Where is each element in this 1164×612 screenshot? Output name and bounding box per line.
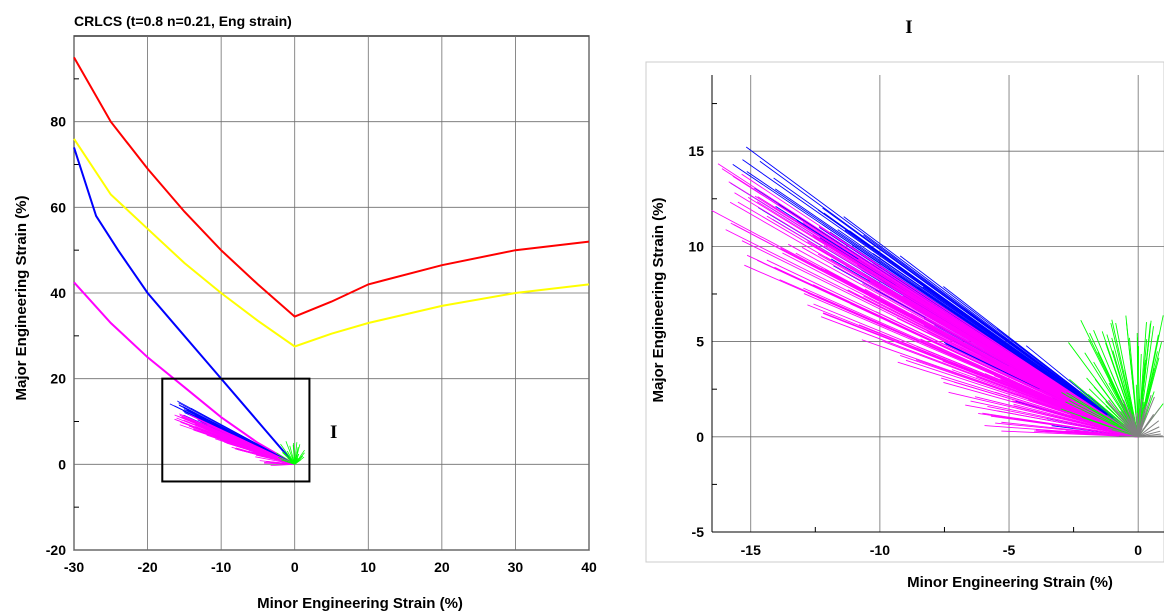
left-path-green: [294, 449, 305, 465]
right-path-magenta: [757, 259, 1139, 438]
right-x-axis-label: Minor Engineering Strain (%): [907, 574, 1113, 591]
right-grid: [711, 75, 1164, 533]
left-path-green: [286, 453, 296, 465]
right-chart: I -15 -10 -5 0 -5 0 5 10 15 Minor Engineering S…: [645, 17, 1164, 591]
right-y-tick: -5: [692, 524, 705, 540]
right-path-green: [1060, 408, 1139, 438]
right-y-tick-labels: -5 0 5 10 15: [688, 143, 704, 540]
right-path-magenta: [982, 412, 1139, 438]
right-x-tick: -5: [1003, 542, 1016, 558]
left-path-green: [294, 444, 301, 465]
left-path-green: [294, 442, 298, 465]
left-y-tick: 20: [50, 371, 66, 387]
left-chart: CRLCS (t=0.8 n=0.21, Eng strain) I -30 -2…: [13, 13, 597, 612]
left-x-tick: -20: [137, 559, 157, 575]
right-path-gray: [1137, 414, 1155, 438]
left-y-tick: -20: [46, 542, 66, 558]
right-path-gray: [1118, 398, 1139, 438]
right-path-magenta: [943, 382, 1139, 438]
right-path-gray: [1132, 414, 1139, 437]
left-strain-paths: [169, 400, 305, 467]
right-path-gray: [1120, 411, 1139, 438]
left-y-tick: 40: [50, 285, 66, 301]
right-path-gray: [1137, 426, 1160, 438]
left-path-magenta: [255, 456, 295, 465]
right-path-magenta: [965, 404, 1139, 438]
zoom-box: [161, 377, 311, 483]
left-path-green: [276, 452, 295, 465]
right-x-tick-labels: -15 -10 -5 0: [741, 542, 1143, 558]
right-path-gray: [1119, 435, 1139, 438]
right-path-magenta: [717, 163, 1139, 438]
left-path-magenta: [238, 449, 295, 465]
right-y-tick: 0: [696, 429, 704, 445]
right-path-gray: [1123, 423, 1139, 438]
right-strain-paths: [711, 146, 1164, 438]
right-x-tick: -15: [741, 542, 761, 558]
left-x-tick: 30: [508, 559, 524, 575]
left-x-tick: 40: [581, 559, 597, 575]
left-path-green: [278, 457, 295, 465]
left-path-green: [294, 459, 302, 465]
left-path-magenta: [179, 424, 295, 465]
right-y-tick: 5: [696, 334, 704, 350]
left-x-tick: -30: [64, 559, 84, 575]
right-path-gray: [1118, 424, 1139, 438]
left-y-tick: 0: [58, 456, 66, 472]
right-path-magenta: [725, 229, 1139, 438]
left-y-tick: 60: [50, 199, 66, 215]
left-x-tick: -10: [211, 559, 231, 575]
right-path-magenta: [818, 225, 1139, 438]
left-x-tick-labels: -30 -20 -10 0 10 20 30 40: [64, 559, 597, 575]
right-path-gray: [1123, 399, 1139, 437]
left-curves: [73, 56, 590, 466]
left-curve-0: [73, 56, 590, 318]
right-path-gray: [1111, 429, 1139, 438]
left-path-magenta: [264, 462, 295, 465]
right-path-gray: [1136, 412, 1139, 437]
right-y-axis-label: Major Engineering Strain (%): [650, 197, 667, 402]
right-path-green: [1068, 342, 1139, 438]
left-x-tick: 20: [434, 559, 450, 575]
right-path-gray: [1137, 396, 1155, 437]
left-y-axis-label: Major Engineering Strain (%): [13, 195, 30, 400]
right-path-gray: [1108, 422, 1139, 438]
right-path-green: [1115, 322, 1139, 437]
right-path-gray: [1137, 406, 1146, 437]
left-curve-2: [73, 147, 296, 465]
right-y-tick: 15: [688, 143, 704, 159]
left-x-axis-label: Minor Engineering Strain (%): [257, 595, 463, 612]
left-curve-1: [73, 138, 590, 348]
left-curve-3: [73, 281, 296, 466]
right-path-magenta: [897, 361, 1139, 438]
left-path-green: [285, 441, 296, 465]
right-y-tick: 10: [688, 238, 704, 254]
left-y-tick: 80: [50, 114, 66, 130]
right-path-gray: [1138, 433, 1161, 438]
zoom-label: I: [330, 422, 337, 443]
right-x-tick: -10: [870, 542, 890, 558]
right-chart-title: I: [905, 17, 912, 38]
left-x-tick: 10: [360, 559, 376, 575]
right-path-magenta: [926, 317, 1139, 438]
right-path-magenta: [905, 359, 1139, 438]
left-path-green: [293, 442, 296, 465]
right-x-tick: 0: [1134, 542, 1142, 558]
left-path-magenta: [192, 416, 295, 465]
right-path-magenta: [822, 312, 1139, 438]
left-x-tick: 0: [291, 559, 299, 575]
right-path-green: [1068, 399, 1139, 438]
left-chart-title: CRLCS (t=0.8 n=0.21, Eng strain): [74, 13, 292, 29]
right-path-gray: [1137, 420, 1160, 438]
right-path-magenta: [987, 406, 1139, 438]
left-path-blue: [229, 429, 295, 465]
left-y-tick-labels: -20 0 20 40 60 80: [46, 114, 66, 558]
left-grid: [73, 36, 590, 551]
